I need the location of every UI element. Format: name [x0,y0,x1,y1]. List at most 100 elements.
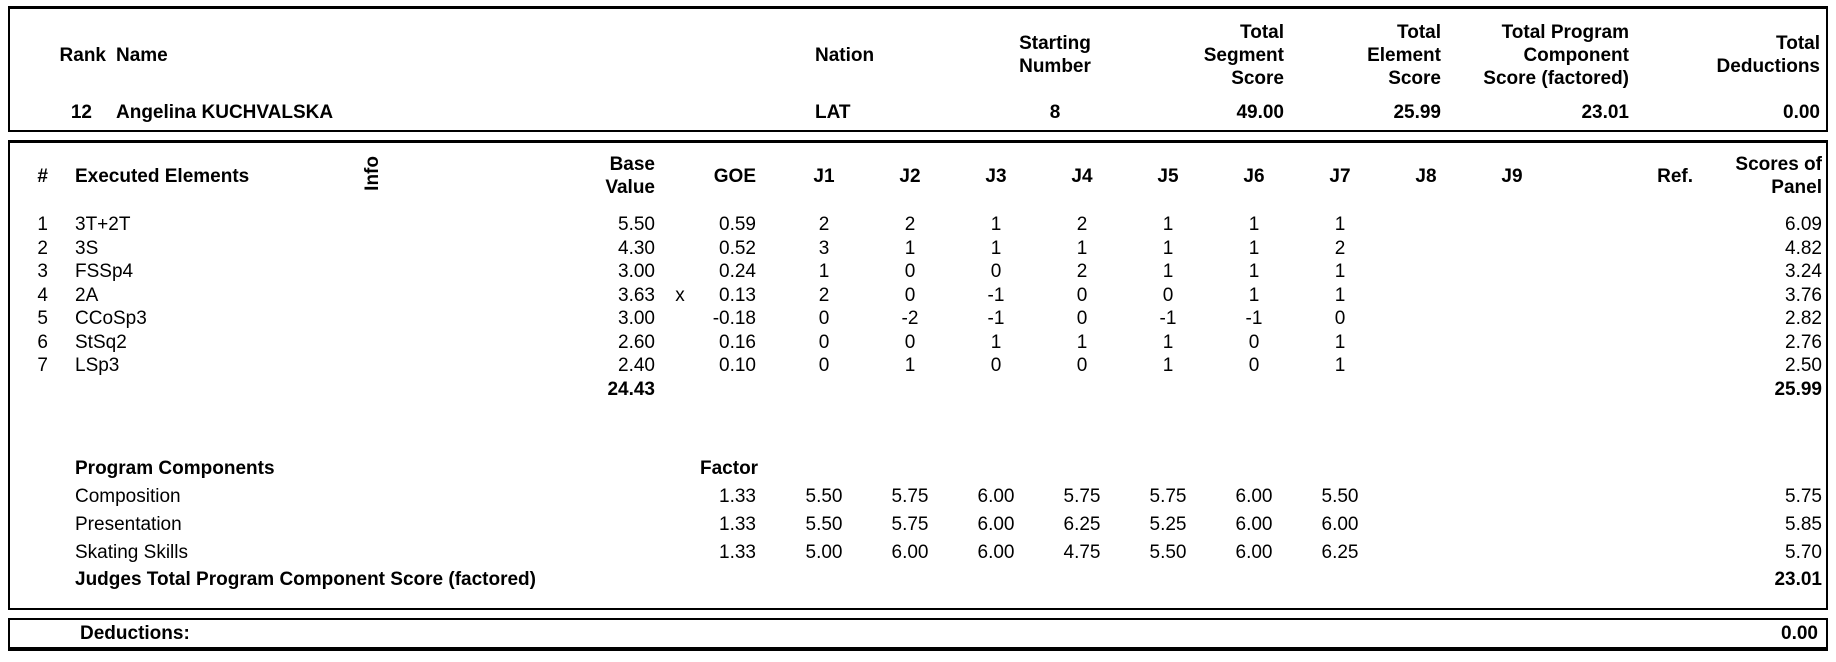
judge-score [1469,260,1555,284]
judge-score: 0 [1248,331,1260,353]
judge-score [1469,511,1555,539]
judge-score: 1 [1248,284,1260,306]
judge-score: 1 [1248,237,1260,259]
skater-nation: LAT [815,102,851,123]
element-ref [1555,354,1700,378]
deductions-value: 0.00 [1781,622,1818,644]
judge-score: 1 [1162,261,1174,282]
starting-number-column-header: Starting Number [1019,33,1091,77]
element-base-value: 2.60 [618,331,655,353]
judge-score: 0 [1076,308,1088,329]
judge-score: 2 [818,284,830,306]
judge-7-column-header: J7 [1329,165,1351,187]
judge-score [1383,284,1469,308]
credit-highlight-x-mark: x [675,284,685,306]
skater-total-deductions: 0.00 [1783,102,1820,123]
judge-score: 2 [904,214,916,235]
judge-score: -1 [987,308,1005,329]
component-name: Composition [75,486,181,507]
element-row-3: 3 FSSp4 3.00 0.24 1 0 0 2 1 1 1 3.24 [10,260,1826,284]
element-goe: -0.18 [712,308,756,329]
judge-9-column-header: J9 [1501,165,1523,187]
judge-score: 0 [818,308,830,329]
element-panel-score: 3.76 [1785,284,1822,306]
rank-column-header: Rank [59,44,106,66]
element-number: 5 [37,308,48,329]
judges-total-row: Judges Total Program Component Score (fa… [10,567,1826,593]
judge-score [1383,354,1469,378]
judge-8-column-header: J8 [1415,165,1437,187]
element-row-1: 1 3T+2T 5.50 0.59 2 2 1 2 1 1 1 6.09 [10,213,1826,237]
element-name: StSq2 [75,331,127,353]
judge-score: 6.00 [977,514,1015,535]
judge-score [1383,511,1469,539]
judge-score: 1 [904,355,916,376]
judge-score: 6.00 [1321,514,1359,535]
element-panel-score: 3.24 [1785,261,1822,282]
skater-rank: 12 [70,102,92,123]
scores-of-panel-column-header: Scores of Panel [1735,154,1822,198]
judge-score [1469,237,1555,261]
elements-header-row: # Executed Elements Info Base Value GOE … [10,143,1826,207]
judge-score: 5.50 [1149,542,1187,563]
element-base-value: 3.63 [618,284,655,306]
ref-column-header: Ref. [1657,165,1693,187]
judge-score [1383,539,1469,567]
element-panel-score: 2.82 [1785,308,1822,329]
judge-score: 1 [1248,214,1260,235]
judge-score: 2 [1334,237,1346,259]
component-row-skating-skills: Skating Skills 1.33 5.00 6.00 6.00 4.75 … [10,539,1826,567]
element-name: 3T+2T [75,214,131,235]
nation-column-header: Nation [815,44,875,66]
element-base-value: 3.00 [618,308,655,329]
component-name: Presentation [75,514,182,535]
judge-score: 3 [818,237,830,259]
skater-name: Angelina KUCHVALSKA [116,102,334,123]
element-goe: 0.13 [719,284,756,306]
element-ref [1555,260,1700,284]
judge-score [1383,331,1469,355]
judge-score: 0 [818,355,830,376]
judge-score: 1 [1334,331,1346,353]
judge-score: 1 [990,331,1002,353]
judge-score: 6.25 [1321,542,1359,563]
element-ref [1555,237,1700,261]
judge-score: 0 [1334,308,1346,329]
element-number: 3 [37,261,48,282]
judge-score: 2 [818,214,830,235]
element-name: 3S [75,237,99,259]
judge-score [1469,483,1555,511]
element-goe: 0.52 [719,237,756,259]
summary-header-row: Rank Name Nation Starting Number Total S… [10,9,1826,97]
component-panel-score: 5.75 [1785,486,1822,507]
element-panel-score: 6.09 [1785,214,1822,235]
judge-score: 5.50 [805,514,843,535]
judge-score: 1 [1334,355,1346,376]
judge-score: 2 [1076,261,1088,282]
total-base-value: 24.43 [607,378,655,400]
component-rows: Composition 1.33 5.50 5.75 6.00 5.75 5.7… [10,483,1826,567]
element-base-value: 2.40 [618,355,655,376]
judge-5-column-header: J5 [1157,165,1179,187]
program-components-header-row: Program Components Factor [10,455,1826,483]
judge-score: 1 [990,214,1002,235]
judge-score: 5.25 [1149,514,1187,535]
element-panel-score: 4.82 [1785,237,1822,259]
skater-result-row: 12 Angelina KUCHVALSKA LAT 8 49.00 25.99… [10,97,1826,125]
judge-score: -2 [901,308,919,329]
info-rotated-label: Info [362,155,383,191]
element-row-2: 2 3S 4.30 0.52 3 1 1 1 1 1 2 4.82 [10,237,1826,261]
element-x-mark [660,260,700,284]
judge-score [1469,284,1555,308]
judge-score: 6.25 [1063,514,1101,535]
component-ref [1555,483,1700,511]
element-row-7: 7 LSp3 2.40 0.10 0 1 0 0 1 0 1 2.50 [10,354,1826,378]
judge-score: 5.75 [1063,486,1101,507]
judge-score: 2 [1076,214,1088,235]
judge-score: -1 [1159,308,1177,329]
skater-total-program-component-score: 23.01 [1581,102,1629,123]
element-panel-score: 2.50 [1785,355,1822,376]
total-element-score-column-header: Total Element Score [1367,21,1441,89]
element-name: FSSp4 [75,261,134,282]
judge-score: 0 [904,284,916,306]
